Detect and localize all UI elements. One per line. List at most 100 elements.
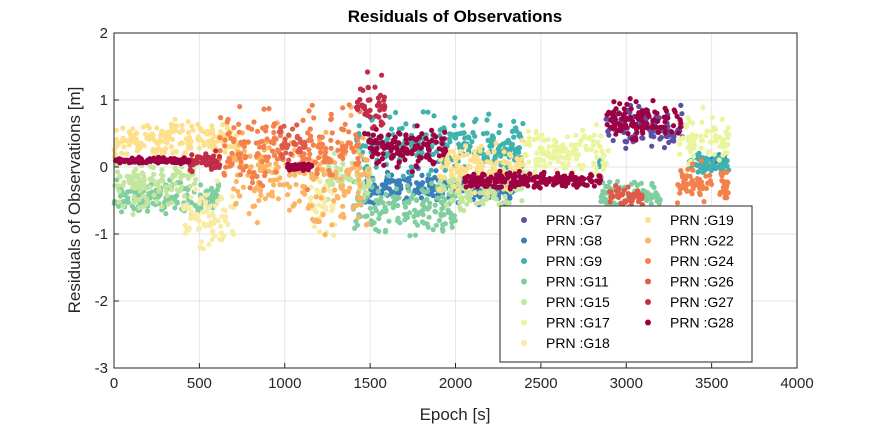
data-point [441, 185, 447, 191]
data-point [570, 143, 576, 149]
data-point [518, 186, 525, 192]
data-point [414, 180, 420, 186]
data-point [271, 129, 277, 136]
data-point [370, 177, 376, 183]
data-point [655, 195, 662, 201]
data-point [354, 169, 360, 175]
data-point [486, 111, 492, 117]
data-point [588, 146, 594, 152]
data-point [698, 133, 704, 139]
data-point [345, 167, 351, 173]
data-point [669, 137, 675, 143]
data-point [329, 172, 335, 178]
data-point [211, 220, 217, 226]
data-point [285, 192, 291, 198]
data-point [185, 119, 191, 125]
data-point [340, 203, 346, 209]
data-point [202, 223, 208, 229]
data-point [412, 187, 418, 193]
data-point [189, 152, 195, 158]
data-point [133, 157, 139, 163]
data-point [259, 158, 265, 164]
data-point [210, 153, 217, 159]
data-point [491, 163, 497, 169]
legend-label: PRN :G28 [670, 315, 734, 331]
data-point [215, 218, 221, 224]
data-point [247, 185, 253, 191]
data-point [209, 237, 215, 243]
data-point [177, 129, 183, 135]
data-point [302, 163, 308, 169]
data-point [723, 169, 729, 175]
data-point [240, 167, 246, 173]
data-point [594, 178, 600, 184]
data-point [184, 225, 190, 232]
data-point [652, 109, 658, 115]
data-point [649, 124, 656, 130]
data-point [473, 201, 479, 207]
data-point [172, 127, 179, 134]
data-point [650, 98, 656, 104]
data-point [300, 189, 306, 195]
data-point [362, 130, 368, 137]
data-point [278, 125, 284, 131]
data-point [245, 139, 251, 145]
data-point [288, 151, 294, 157]
data-point [240, 184, 247, 190]
data-point [261, 106, 267, 112]
data-point [356, 160, 362, 166]
data-point [424, 221, 430, 227]
data-point [362, 111, 368, 117]
data-point [456, 141, 462, 147]
data-point [494, 172, 500, 178]
data-point [325, 178, 331, 184]
data-point [681, 181, 687, 187]
data-point [519, 156, 525, 162]
data-point [452, 115, 458, 121]
legend-label: PRN :G17 [546, 315, 610, 331]
data-point [442, 221, 448, 227]
data-point [430, 193, 436, 199]
data-point [136, 205, 142, 211]
data-point [395, 178, 401, 184]
y-tick-label: -3 [95, 360, 108, 377]
data-point [505, 175, 511, 181]
data-point [599, 148, 605, 155]
data-point [331, 198, 337, 204]
data-point [159, 177, 165, 183]
data-point [252, 203, 258, 209]
data-point [443, 202, 450, 208]
data-point [254, 173, 260, 179]
data-point [328, 111, 334, 117]
data-point [394, 164, 400, 170]
data-point [217, 162, 223, 168]
data-point [544, 152, 550, 158]
data-point [440, 174, 446, 180]
data-point [355, 155, 361, 162]
data-point [464, 201, 470, 207]
data-point [185, 173, 191, 179]
legend-marker [645, 299, 651, 305]
data-point [683, 122, 689, 128]
data-point [400, 153, 406, 159]
data-point [423, 135, 429, 142]
data-point [436, 186, 442, 192]
data-point [504, 171, 510, 177]
axis-ticks: 0 500 1000 1500 2000 2500 3000 3500 4000 -3 -2 -1 0 1… [95, 25, 814, 392]
data-point [218, 196, 225, 202]
data-point [431, 113, 437, 119]
data-point [225, 131, 231, 137]
data-point [378, 122, 384, 128]
data-point [163, 211, 169, 217]
data-point [249, 180, 256, 186]
data-point [208, 137, 215, 143]
data-point [335, 195, 341, 201]
data-point [387, 114, 393, 120]
data-point [526, 139, 532, 145]
data-point [561, 164, 567, 170]
data-point [386, 132, 392, 138]
data-point [143, 160, 150, 166]
data-point [262, 154, 269, 160]
data-point [112, 198, 118, 205]
data-point [187, 183, 193, 189]
